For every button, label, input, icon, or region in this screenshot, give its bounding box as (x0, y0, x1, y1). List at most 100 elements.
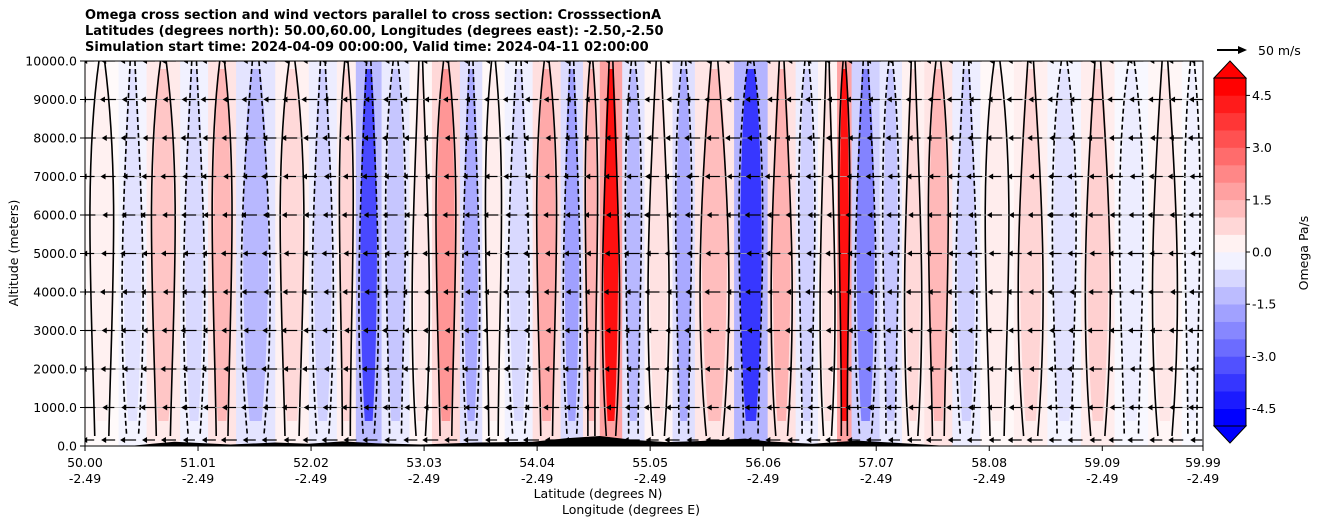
omega-band-core (839, 69, 849, 421)
wind-vector-head (626, 173, 632, 180)
contour-line (1151, 61, 1179, 437)
x-tick-label-longitude: -2.49 (69, 471, 101, 486)
wind-vector-head (1148, 173, 1154, 180)
wind-vector-head (1168, 250, 1174, 257)
wind-vector-head (927, 96, 933, 103)
wind-vector-head (1067, 437, 1073, 443)
wind-vector-head (685, 289, 691, 295)
wind-vector-head (201, 250, 207, 257)
wind-vector-head (422, 250, 428, 257)
wind-vector-head (825, 327, 831, 334)
wind-vector-head (140, 212, 146, 218)
wind-vector-head (524, 289, 530, 295)
wind-vector-head (525, 173, 531, 180)
wind-vector-head (263, 96, 269, 103)
wind-vector-head (807, 404, 813, 411)
wind-vector-head (966, 250, 972, 257)
wind-vector-head (947, 250, 953, 257)
wind-vector-head (1027, 212, 1033, 218)
omega-band-core (1120, 69, 1143, 421)
wind-vector-head (1169, 404, 1175, 411)
wind-vector-head (263, 289, 269, 295)
wind-vector-head (101, 135, 107, 141)
omega-band-core (799, 69, 814, 421)
wind-vector-head (645, 173, 651, 180)
wind-vector-head (966, 61, 972, 64)
wind-vector-head (1087, 404, 1093, 411)
wind-vector-head (887, 173, 893, 180)
wind-vector-head (865, 366, 871, 372)
wind-vector-head (966, 366, 972, 372)
wind-vector-head (545, 135, 551, 141)
wind-vector-head (764, 173, 770, 180)
y-tick-label: 3000.0 (33, 323, 77, 338)
wind-vector-head (1069, 289, 1075, 295)
wind-vector-head (524, 212, 530, 218)
wind-vector-head (523, 250, 528, 257)
wind-vector-head (563, 173, 569, 180)
wind-vector-head (403, 135, 409, 141)
wind-vector-head (765, 135, 771, 141)
wind-vector-head (968, 212, 973, 218)
wind-vector-head (101, 61, 107, 64)
contour-line (819, 61, 836, 437)
wind-vector-head (261, 173, 267, 180)
colorbar-segment (1214, 339, 1246, 357)
wind-vector-head (726, 289, 732, 295)
wind-vector-head (725, 212, 731, 218)
wind-vector-head (626, 366, 632, 372)
wind-vector-head (786, 366, 792, 372)
wind-vector-head (343, 61, 349, 64)
colorbar-segment (1214, 78, 1246, 96)
omega-band-core (1019, 69, 1042, 421)
wind-vector-head (704, 366, 710, 372)
wind-vector-head (201, 366, 207, 372)
wind-vector-head (927, 404, 933, 411)
colorbar-segment (1214, 234, 1246, 253)
wind-vector-head (926, 135, 932, 141)
wind-vector-head (100, 173, 106, 180)
x-tick-label-longitude: -2.49 (408, 471, 440, 486)
wind-vector-head (121, 289, 127, 295)
wind-vector-head (120, 135, 126, 141)
wind-vector-head (544, 61, 550, 64)
wind-vector-head (746, 250, 752, 257)
wind-vector-head (464, 289, 470, 295)
wind-vector-head (745, 366, 751, 372)
wind-vector-head (1008, 327, 1014, 334)
wind-vector-head (666, 96, 672, 103)
wind-vector-head (422, 327, 428, 334)
wind-vector-head (1109, 212, 1115, 218)
wind-vector-head (926, 327, 932, 334)
wind-vector-head (805, 173, 811, 180)
wind-vector-head (1127, 437, 1133, 443)
wind-vector-head (484, 366, 490, 372)
wind-vector-head (403, 437, 409, 443)
wind-vector-head (1190, 61, 1196, 64)
wind-vector-head (664, 61, 670, 64)
title-line-2: Latitudes (degrees north): 50.00,60.00, … (85, 24, 664, 39)
contour-line (903, 61, 923, 437)
wind-vector-head (1109, 327, 1115, 334)
wind-vector-head (925, 437, 931, 443)
x-axis-label-longitude: Longitude (degrees E) (562, 502, 700, 517)
wind-vector-head (1108, 61, 1114, 64)
terrain-fill (85, 435, 1203, 446)
wind-vector-head (946, 96, 952, 103)
colorbar-segment (1214, 182, 1246, 201)
x-tick-label-latitude: 56.06 (745, 455, 781, 470)
colorbar-tick-label: -1.5 (1252, 297, 1276, 312)
colorbar-segment (1214, 373, 1246, 392)
x-axis-label-latitude: Latitude (degrees N) (534, 486, 663, 501)
wind-vector-head (242, 61, 248, 64)
contour-line (182, 61, 206, 437)
wind-vector-head (442, 212, 448, 218)
wind-vector-head (1128, 404, 1134, 411)
wind-vector-head (101, 327, 107, 334)
wind-vector-head (986, 135, 992, 141)
wind-vector-head (584, 212, 590, 218)
wind-vector-head (1008, 212, 1014, 218)
wind-vector-head (807, 212, 813, 218)
contour-line (484, 61, 503, 437)
wind-vector-head (706, 212, 712, 218)
